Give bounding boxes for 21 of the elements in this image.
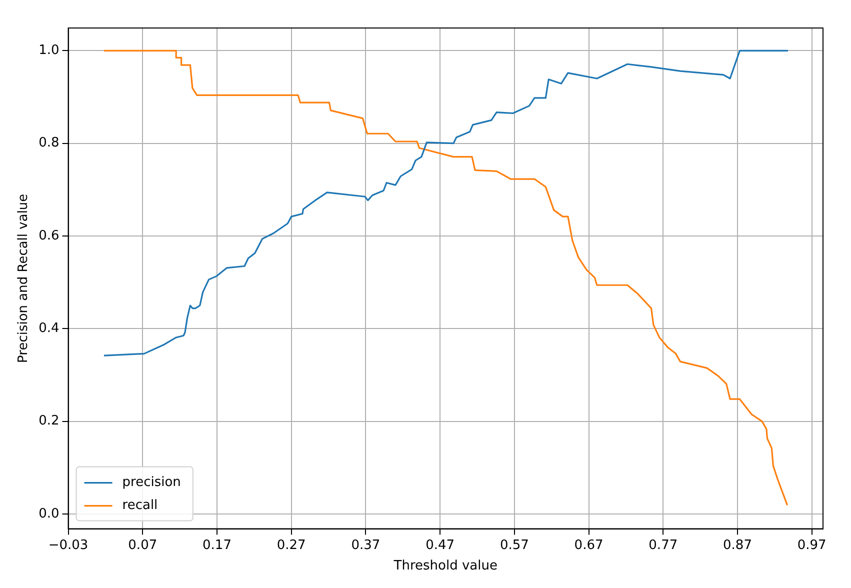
- x-tick-label: −0.03: [48, 538, 88, 553]
- x-tick-label: 0.87: [723, 538, 752, 553]
- x-tick-label: 0.47: [426, 538, 455, 553]
- legend-label: precision: [122, 475, 181, 490]
- x-tick-label: 0.17: [202, 538, 232, 553]
- x-tick-label: 0.07: [128, 538, 158, 553]
- y-tick-label: 0.0: [38, 506, 60, 522]
- y-axis-title: Precision and Recall value: [16, 194, 32, 363]
- x-tick-label: 0.37: [351, 538, 380, 553]
- x-tick-label: 0.77: [648, 538, 678, 553]
- y-tick-label: 0.8: [38, 136, 60, 151]
- y-tick-label: 0.6: [38, 228, 60, 244]
- x-tick-label: 0.27: [276, 538, 306, 553]
- x-tick-label: 0.97: [797, 538, 826, 553]
- x-axis-title: Threshold value: [392, 558, 498, 574]
- y-tick-label: 1.0: [38, 43, 60, 58]
- y-tick-label: 0.4: [38, 321, 60, 336]
- y-tick-label: 0.2: [38, 414, 60, 429]
- x-tick-label: 0.67: [574, 538, 604, 553]
- legend-label: recall: [122, 498, 158, 514]
- x-tick-label: 0.57: [500, 538, 529, 553]
